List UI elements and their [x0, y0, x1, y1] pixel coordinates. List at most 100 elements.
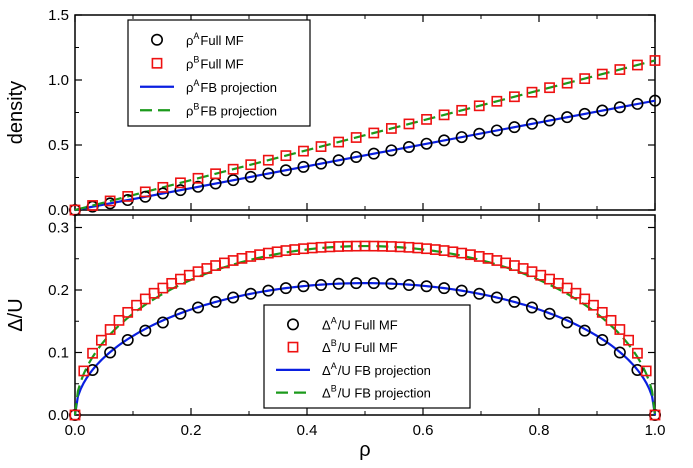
bottom-series-0-point	[473, 287, 486, 300]
top-series-1-point	[473, 100, 485, 112]
bottom-series-0-point	[262, 284, 275, 297]
bottom-x-tick-label: 0.0	[65, 422, 86, 439]
bottom-series-0-point	[613, 346, 626, 359]
bottom-y-tick-label: 0.2	[48, 282, 69, 299]
bottom-series-1-point	[69, 409, 81, 421]
bottom-legend-label-1: ΔB/U Full MF	[322, 338, 398, 355]
bottom-series-1-point	[438, 245, 450, 256]
top-series-1-point	[280, 150, 292, 162]
bottom-series-1-point	[157, 282, 169, 294]
top-series-0-point	[315, 157, 328, 170]
bottom-x-tick-label: 1.0	[645, 422, 666, 439]
bottom-series-0-point	[209, 295, 222, 308]
bottom-legend-symbol-0	[286, 318, 299, 331]
bottom-series-0-point	[578, 324, 591, 337]
top-series-0-point	[174, 184, 187, 197]
top-series-0-point	[490, 124, 503, 137]
top-series-0-point	[402, 141, 415, 154]
top-series-0-point	[438, 134, 451, 147]
top-series-1-point	[579, 73, 591, 85]
bottom-series-1-point	[122, 306, 134, 318]
top-legend-label-base: ρ	[186, 33, 193, 48]
top-series-0-point	[613, 101, 626, 114]
bottom-series-1-point	[78, 365, 90, 377]
bottom-series-0-point	[525, 301, 538, 314]
top-series-1-point	[561, 77, 573, 89]
top-legend-box	[127, 19, 311, 127]
bottom-series-1-point	[280, 245, 292, 256]
bottom-series-0-point	[402, 278, 415, 291]
bottom-x-tick-label: 0.2	[181, 422, 202, 439]
top-legend-label-base: ρ	[186, 103, 193, 118]
top-series-1-point	[526, 86, 538, 98]
top-legend-label-name: FB projection	[200, 80, 277, 95]
top-series-0-point	[192, 180, 205, 193]
top-series-1-point	[192, 172, 204, 184]
top-series-0-point	[525, 117, 538, 130]
bottom-x-tick-label: 0.4	[297, 422, 318, 439]
top-series-1-point	[544, 82, 555, 94]
top-series-1-point	[227, 163, 239, 175]
bottom-series-0-point	[367, 277, 380, 290]
bottom-legend-label-sup: B	[331, 384, 337, 394]
top-series-0-point	[385, 144, 398, 157]
bottom-series-1-point	[649, 409, 661, 421]
bottom-series-0-point	[508, 295, 521, 308]
bottom-legend-symbol-1	[287, 341, 299, 353]
bottom-series-1-point	[544, 273, 555, 285]
top-series-0-point	[543, 114, 556, 127]
bottom-series-0-point	[420, 280, 433, 293]
bottom-series-0-point	[279, 282, 292, 295]
bottom-series-1-point	[456, 247, 468, 259]
top-series-0-point	[297, 160, 310, 173]
bottom-series-3-line	[73, 244, 657, 416]
top-series-1-point	[315, 141, 327, 152]
top-series-1-point	[614, 64, 626, 75]
top-series-1-point	[403, 118, 415, 130]
top-series-1-point	[298, 145, 309, 157]
top-series-0-point	[473, 127, 486, 140]
bottom-legend-label-name: /U Full MF	[338, 340, 398, 355]
top-series-1-point	[632, 59, 643, 71]
top-y-tick-label: 1.0	[48, 72, 69, 89]
bottom-series-0-point	[350, 277, 363, 290]
top-series-0-point	[279, 164, 292, 177]
bottom-x-tick-label: 0.6	[413, 422, 434, 439]
top-series-0-point	[508, 121, 521, 134]
top-series-1-point	[421, 113, 432, 125]
top-series-0-point	[262, 167, 275, 180]
top-y-tick-label: 0.0	[48, 202, 69, 219]
top-legend-label-name: Full MF	[200, 33, 243, 48]
top-series-0-point	[648, 94, 661, 107]
top-legend-symbol-0	[151, 33, 164, 46]
bottom-series-0-point	[156, 316, 169, 329]
top-series-1-point	[210, 168, 221, 180]
bottom-legend-label-name: /U FB projection	[338, 386, 431, 401]
top-legend-label-sup: A	[193, 31, 199, 41]
bottom-legend-label-base: Δ	[322, 317, 331, 332]
top-series-1-point	[491, 95, 503, 107]
top-y-axis-label: density	[5, 81, 27, 144]
bottom-series-0-point	[490, 291, 503, 304]
bottom-series-1-point	[640, 365, 652, 377]
top-series-1-point	[649, 55, 661, 66]
bottom-series-0-point	[631, 363, 644, 376]
bottom-series-0-point	[104, 346, 117, 359]
top-series-1-point	[438, 109, 450, 121]
top-series-0-point	[367, 147, 380, 160]
bottom-series-1-point	[262, 247, 274, 259]
top-y-tick-label: 1.5	[48, 7, 69, 24]
bottom-series-1-point	[561, 282, 573, 294]
bottom-series-1-point	[623, 334, 635, 346]
top-series-1-point	[157, 181, 169, 193]
bottom-legend-label-base: Δ	[322, 363, 331, 378]
bottom-series-0-point	[385, 277, 398, 290]
bottom-series-0-point	[121, 333, 134, 346]
bottom-series-2-line	[73, 282, 657, 416]
bottom-series-1-point	[579, 293, 591, 305]
top-series-0-point	[332, 154, 345, 167]
bottom-y-tick-label: 0.3	[48, 220, 69, 237]
bottom-legend-label-sup: A	[331, 361, 337, 371]
